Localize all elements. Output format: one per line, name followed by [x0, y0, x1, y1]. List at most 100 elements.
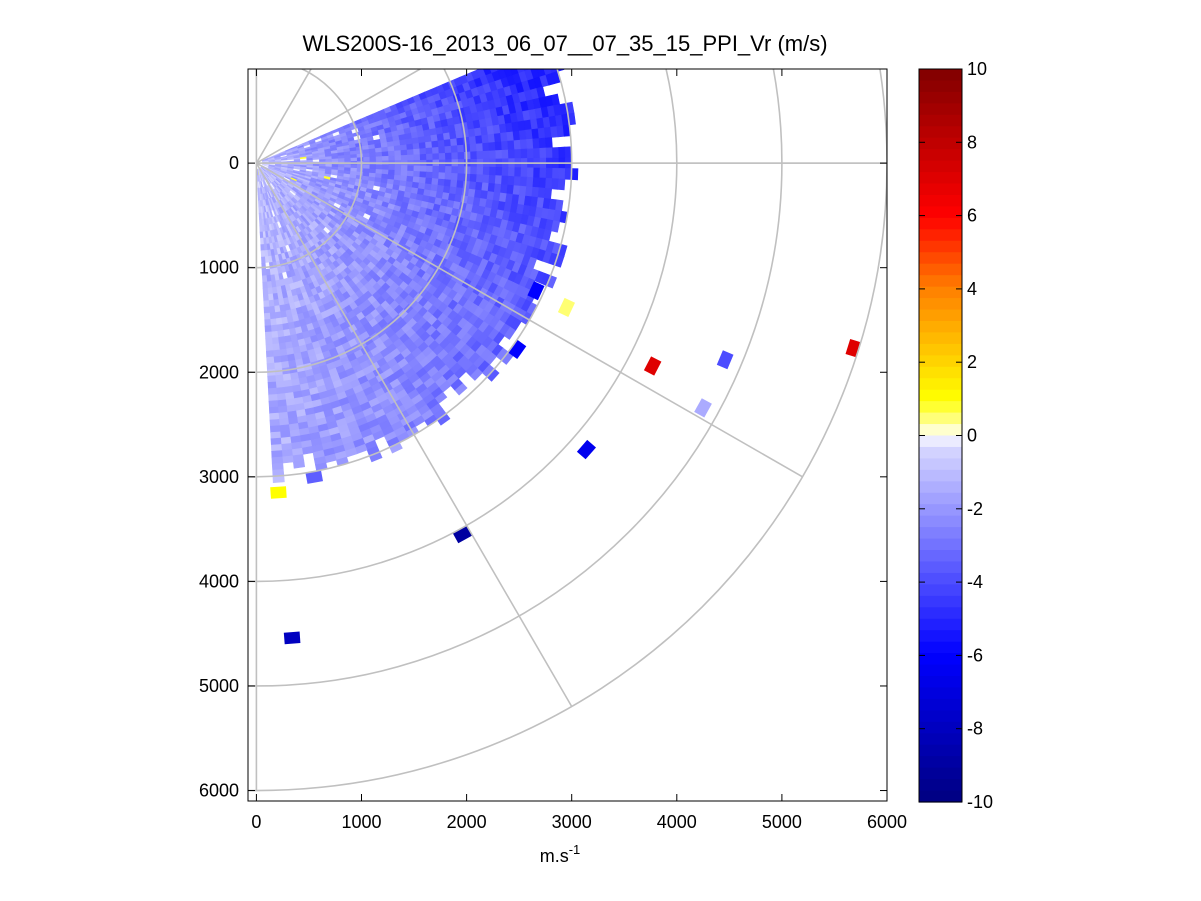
velocity-cell — [482, 142, 490, 152]
velocity-cell — [432, 153, 440, 161]
azimuth-spoke — [255, 162, 573, 707]
velocity-cell — [432, 165, 440, 173]
velocity-cell — [533, 167, 541, 179]
velocity-cell — [507, 167, 516, 177]
velocity-cell — [444, 166, 453, 174]
velocity-cell — [262, 294, 269, 302]
velocity-cell — [538, 137, 547, 149]
x-tick-label: 2000 — [447, 812, 487, 832]
velocity-cell — [438, 165, 446, 174]
velocity-cell — [500, 184, 509, 195]
velocity-cell — [425, 171, 434, 179]
velocity-cell — [443, 179, 452, 188]
velocity-cell — [275, 380, 285, 389]
velocity-cell — [532, 138, 541, 150]
y-tick-label: 1000 — [199, 258, 239, 278]
chart-title: WLS200S-16_2013_06_07__07_35_15_PPI_Vr (… — [302, 31, 827, 56]
velocity-cell — [475, 174, 484, 184]
velocity-cell — [417, 136, 426, 144]
velocity-cell — [431, 171, 440, 180]
velocity-cell — [438, 146, 446, 154]
velocity-cell — [425, 147, 434, 155]
velocity-cell — [412, 142, 421, 150]
velocity-cell — [413, 165, 421, 173]
velocity-cell — [400, 149, 408, 156]
y-tick-label: 5000 — [199, 676, 239, 696]
velocity-cell — [259, 219, 263, 227]
velocity-cell — [271, 462, 284, 471]
velocity-cell — [500, 132, 509, 143]
colorbar: 10 8 6 4 2 0 -2 -4 -6 -8 -10 — [918, 59, 993, 812]
velocity-cell — [276, 323, 284, 332]
velocity-cell — [482, 174, 490, 184]
velocity-cell — [463, 173, 471, 183]
velocity-cell — [400, 144, 408, 151]
velocity-cell — [493, 132, 502, 143]
colorbar-segment — [919, 366, 962, 379]
velocity-cell — [450, 145, 459, 154]
colorbar-segment — [919, 401, 962, 414]
velocity-cell — [470, 166, 478, 175]
velocity-cell — [266, 362, 275, 371]
colorbar-segment — [919, 343, 962, 356]
velocity-cell — [550, 220, 561, 233]
colorbar-segment — [919, 733, 962, 746]
velocity-cell — [301, 446, 314, 455]
velocity-cell — [350, 154, 358, 159]
velocity-cell — [507, 140, 515, 151]
velocity-cell — [381, 169, 390, 175]
velocity-cell — [393, 145, 402, 152]
velocity-cell — [444, 172, 452, 181]
velocity-cell — [344, 157, 352, 162]
velocity-cell — [400, 170, 408, 177]
velocity-cell — [270, 444, 283, 452]
velocity-cell — [387, 169, 396, 176]
velocity-cell — [451, 152, 459, 161]
velocity-cell — [481, 134, 490, 144]
colorbar-segment — [919, 504, 962, 517]
velocity-cell — [260, 244, 265, 252]
velocity-cell — [363, 156, 371, 162]
velocity-cell — [442, 132, 451, 141]
velocity-cell — [468, 136, 477, 145]
velocity-cell — [514, 148, 522, 159]
colorbar-tick-label: 10 — [967, 59, 987, 79]
velocity-cell — [271, 456, 284, 465]
velocity-cell — [388, 155, 396, 162]
colorbar-segment — [919, 492, 962, 505]
x-tick-label: 4000 — [657, 812, 697, 832]
velocity-cell — [268, 305, 276, 314]
velocity-cell — [456, 180, 465, 189]
velocity-cell — [530, 69, 532, 70]
velocity-cell — [456, 137, 465, 146]
x-tick-label: 0 — [251, 812, 261, 832]
velocity-cell — [437, 178, 446, 187]
velocity-cell — [476, 150, 484, 160]
velocity-cell — [275, 386, 286, 395]
velocity-cell — [513, 176, 522, 187]
velocity-cell — [543, 187, 553, 200]
velocity-cell — [369, 164, 377, 170]
velocity-cell — [269, 419, 280, 427]
x-axis-label-superscript: -1 — [569, 842, 581, 857]
velocity-cell — [519, 139, 528, 150]
colorbar-segment — [919, 641, 962, 654]
velocity-cell — [431, 140, 439, 149]
velocity-cell — [512, 185, 521, 196]
x-tick-label: 5000 — [762, 812, 802, 832]
velocity-cell — [270, 437, 282, 446]
colorbar-segment — [919, 332, 962, 345]
velocity-cell — [267, 387, 278, 396]
velocity-cell — [501, 167, 509, 177]
velocity-cell — [443, 139, 452, 148]
velocity-cell — [269, 312, 276, 320]
colorbar-tick-label: 2 — [967, 352, 977, 372]
colorbar-segment — [919, 435, 962, 448]
velocity-cell — [444, 152, 453, 161]
colorbar-segment — [919, 160, 962, 173]
colorbar-segment — [919, 149, 962, 162]
velocity-cell — [419, 153, 427, 161]
velocity-cell — [533, 55, 543, 67]
velocity-cell — [489, 150, 497, 160]
colorbar-segment — [919, 172, 962, 185]
